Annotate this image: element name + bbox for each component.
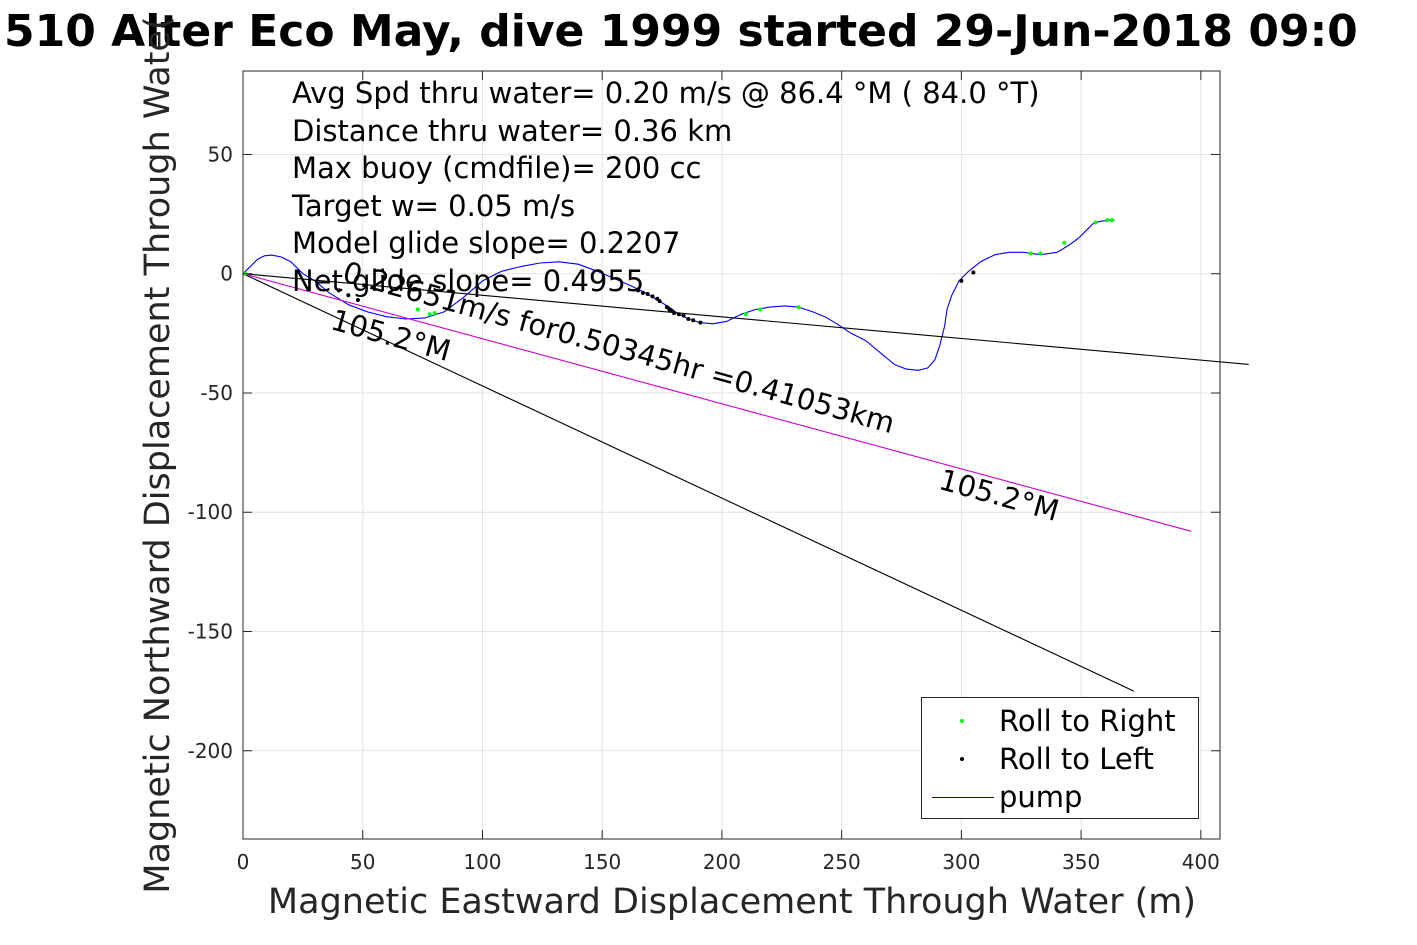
x-tick-label: 150 — [583, 850, 621, 874]
legend-label: pump — [999, 780, 1083, 814]
legend-item-roll-left: Roll to Left — [922, 740, 1198, 778]
roll-right-point — [758, 307, 763, 312]
roll-left-point — [672, 311, 677, 316]
heading-label: 105.2°M — [936, 462, 1063, 528]
heading-line — [242, 273, 1135, 692]
x-axis-label: Magnetic Eastward Displacement Through W… — [267, 882, 1197, 922]
roll-left-point — [636, 288, 641, 293]
legend-item-pump: pump — [922, 778, 1198, 816]
legend: Roll to Right Roll to Left pump — [921, 697, 1199, 819]
legend-line-pump — [932, 797, 994, 798]
series-layer — [242, 218, 1249, 692]
annotation-avg-speed: Avg Spd thru water= 0.20 m/s @ 86.4 °M (… — [292, 76, 1040, 110]
x-tick-label: 300 — [942, 850, 980, 874]
annotation-net-glide-slope: Net glide slope= 0.4955 — [292, 263, 645, 298]
roll-left-point — [971, 270, 976, 275]
roll-right-point — [1028, 251, 1033, 256]
x-tick-label: 200 — [703, 850, 741, 874]
x-tick-label: 400 — [1182, 850, 1220, 874]
x-tick-label: 0 — [237, 850, 250, 874]
legend-label: Roll to Right — [999, 704, 1176, 738]
legend-dot-green — [960, 719, 964, 723]
y-tick-label: -50 — [200, 381, 233, 405]
roll-right-point — [427, 312, 432, 317]
roll-right-point — [1062, 240, 1067, 245]
roll-right-point — [796, 305, 801, 310]
roll-right-point — [415, 307, 420, 312]
annotation-model-glide-slope: Model glide slope= 0.2207 — [292, 226, 681, 261]
roll-left-point — [657, 299, 662, 304]
pump-track-line — [242, 219, 1115, 371]
roll-right-point — [1038, 251, 1043, 256]
roll-left-point — [698, 320, 703, 325]
annotation-distance: Distance thru water= 0.36 km — [292, 113, 733, 148]
legend-label: Roll to Left — [999, 742, 1154, 776]
roll-left-point — [355, 297, 360, 302]
roll-right-point — [1093, 220, 1098, 225]
x-tick-label: 250 — [823, 850, 861, 874]
roll-right-point — [1105, 218, 1110, 223]
roll-left-point — [959, 278, 964, 283]
x-tick-label: 100 — [463, 850, 501, 874]
roll-left-point — [676, 312, 681, 317]
roll-left-point — [691, 318, 696, 323]
roll-right-point — [1110, 218, 1115, 223]
net-displacement-line — [242, 273, 1249, 365]
roll-left-point — [645, 292, 650, 297]
roll-left-point — [686, 317, 691, 322]
tick-label-layer: 0 50 100 150 200 250 300 350 400 -200 -150 -100 -50 0… — [188, 142, 1220, 874]
legend-item-roll-right: Roll to Right — [922, 702, 1198, 740]
current-line — [242, 273, 1192, 532]
roll-left-point — [346, 293, 351, 298]
annotation-block: Avg Spd thru water= 0.20 m/s @ 86.4 °M (… — [292, 75, 1040, 301]
annotation-max-buoy: Max buoy (cmdfile)= 200 cc — [292, 151, 702, 186]
y-tick-label: 50 — [208, 142, 233, 166]
legend-dot-black — [960, 757, 964, 761]
y-tick-label: -100 — [188, 500, 233, 524]
axes-box — [242, 70, 1221, 840]
annotation-target-w: Target w= 0.05 m/s — [292, 188, 576, 223]
y-tick-label: 0 — [220, 262, 233, 286]
roll-left-point — [640, 290, 645, 295]
axes-layer — [242, 70, 1221, 840]
roll-left-point — [681, 313, 686, 318]
y-tick-label: -150 — [188, 619, 233, 643]
roll-right-point — [743, 312, 748, 317]
x-tick-label: 50 — [350, 850, 375, 874]
roll-right-point — [432, 311, 437, 316]
roll-left-point — [650, 294, 655, 299]
chart-title: 510 Alter Eco May, dive 1999 started 29-… — [4, 6, 1358, 57]
y-tick-label: -200 — [188, 739, 233, 763]
x-tick-label: 350 — [1062, 850, 1100, 874]
roll-left-point — [336, 288, 341, 293]
